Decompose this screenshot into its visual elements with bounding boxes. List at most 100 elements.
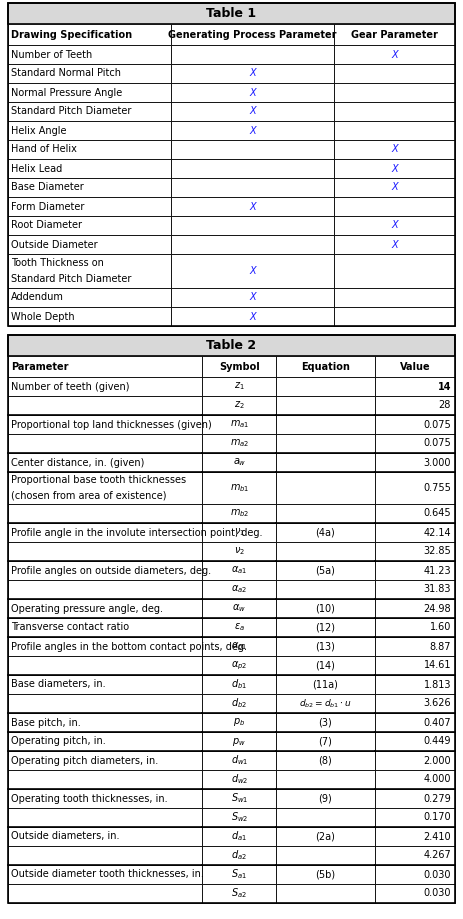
Bar <box>276 472 375 504</box>
Bar <box>276 789 375 808</box>
Bar <box>375 580 455 599</box>
Text: 4.267: 4.267 <box>423 850 451 860</box>
Bar <box>276 618 375 637</box>
Bar <box>375 808 455 827</box>
Bar <box>276 808 375 827</box>
Text: Number of Teeth: Number of Teeth <box>11 50 92 60</box>
Text: $m_{b2}$: $m_{b2}$ <box>230 507 249 519</box>
Bar <box>334 102 455 121</box>
Bar <box>276 523 375 542</box>
Text: Outside diameters, in.: Outside diameters, in. <box>11 832 119 842</box>
Bar <box>276 675 375 694</box>
Bar <box>8 83 171 102</box>
Bar <box>276 713 375 732</box>
Text: Standard Pitch Diameter: Standard Pitch Diameter <box>11 107 131 117</box>
Text: Outside diameter tooth thicknesses, in.: Outside diameter tooth thicknesses, in. <box>11 869 204 879</box>
Text: Base Diameter: Base Diameter <box>11 183 84 192</box>
Bar <box>8 675 202 694</box>
Bar <box>202 827 276 846</box>
Text: X: X <box>250 292 256 302</box>
Text: Equation: Equation <box>301 361 350 371</box>
Text: 8.87: 8.87 <box>430 641 451 652</box>
Bar <box>202 434 276 453</box>
Bar <box>171 64 334 83</box>
Text: Symbol: Symbol <box>219 361 260 371</box>
Bar <box>334 83 455 102</box>
Text: X: X <box>391 240 398 249</box>
Text: X: X <box>250 107 256 117</box>
Bar <box>276 846 375 865</box>
Text: 0.075: 0.075 <box>423 438 451 448</box>
Bar <box>8 580 202 599</box>
Bar <box>334 307 455 326</box>
Bar <box>202 504 276 523</box>
Text: Whole Depth: Whole Depth <box>11 312 75 322</box>
Bar <box>334 24 455 45</box>
Bar <box>375 865 455 884</box>
Bar <box>202 675 276 694</box>
Text: Normal Pressure Angle: Normal Pressure Angle <box>11 87 122 97</box>
Bar <box>375 542 455 561</box>
Bar <box>8 434 202 453</box>
Bar <box>334 140 455 159</box>
Bar <box>8 599 202 618</box>
Bar <box>276 561 375 580</box>
Text: Value: Value <box>400 361 430 371</box>
Bar <box>202 789 276 808</box>
Text: 0.170: 0.170 <box>423 812 451 823</box>
Bar <box>8 542 202 561</box>
Bar <box>171 140 334 159</box>
Bar <box>334 178 455 197</box>
Text: Operating pressure angle, deg.: Operating pressure angle, deg. <box>11 604 163 614</box>
Bar <box>171 45 334 64</box>
Text: $z_2$: $z_2$ <box>234 400 244 412</box>
Text: Base pitch, in.: Base pitch, in. <box>11 718 81 728</box>
Text: 2.000: 2.000 <box>423 755 451 766</box>
Text: Profile angles on outside diameters, deg.: Profile angles on outside diameters, deg… <box>11 565 211 575</box>
Text: (13): (13) <box>315 641 335 652</box>
Bar <box>8 846 202 865</box>
Text: $S_{w1}$: $S_{w1}$ <box>231 791 248 805</box>
Bar <box>8 64 171 83</box>
Bar <box>8 121 171 140</box>
Bar <box>171 83 334 102</box>
Text: 0.645: 0.645 <box>423 508 451 518</box>
Text: 2.410: 2.410 <box>423 832 451 842</box>
Text: $d_{w1}$: $d_{w1}$ <box>231 754 248 767</box>
Bar <box>171 307 334 326</box>
Text: Operating pitch diameters, in.: Operating pitch diameters, in. <box>11 755 158 766</box>
Bar <box>334 254 455 288</box>
Bar <box>8 216 171 235</box>
Bar <box>202 770 276 789</box>
Text: $p_w$: $p_w$ <box>232 735 246 747</box>
Bar <box>375 599 455 618</box>
Bar <box>276 770 375 789</box>
Bar <box>202 523 276 542</box>
Text: $d_{b1}$: $d_{b1}$ <box>231 677 247 691</box>
Bar <box>276 865 375 884</box>
Bar <box>8 178 171 197</box>
Bar <box>202 732 276 751</box>
Text: X: X <box>391 50 398 60</box>
Bar <box>8 288 171 307</box>
Bar <box>276 751 375 770</box>
Bar <box>276 504 375 523</box>
Bar <box>202 884 276 903</box>
Bar <box>8 356 202 377</box>
Bar <box>8 789 202 808</box>
Bar <box>276 884 375 903</box>
Bar <box>202 396 276 415</box>
Text: 0.407: 0.407 <box>423 718 451 728</box>
Text: X: X <box>391 221 398 231</box>
Bar <box>8 865 202 884</box>
Text: (7): (7) <box>319 736 332 746</box>
Text: Helix Angle: Helix Angle <box>11 126 67 135</box>
Bar <box>276 434 375 453</box>
Bar <box>276 377 375 396</box>
Bar <box>375 453 455 472</box>
Bar <box>8 415 202 434</box>
Bar <box>8 453 202 472</box>
Text: Parameter: Parameter <box>11 361 69 371</box>
Text: X: X <box>250 266 256 276</box>
Text: Standard Normal Pitch: Standard Normal Pitch <box>11 69 121 78</box>
